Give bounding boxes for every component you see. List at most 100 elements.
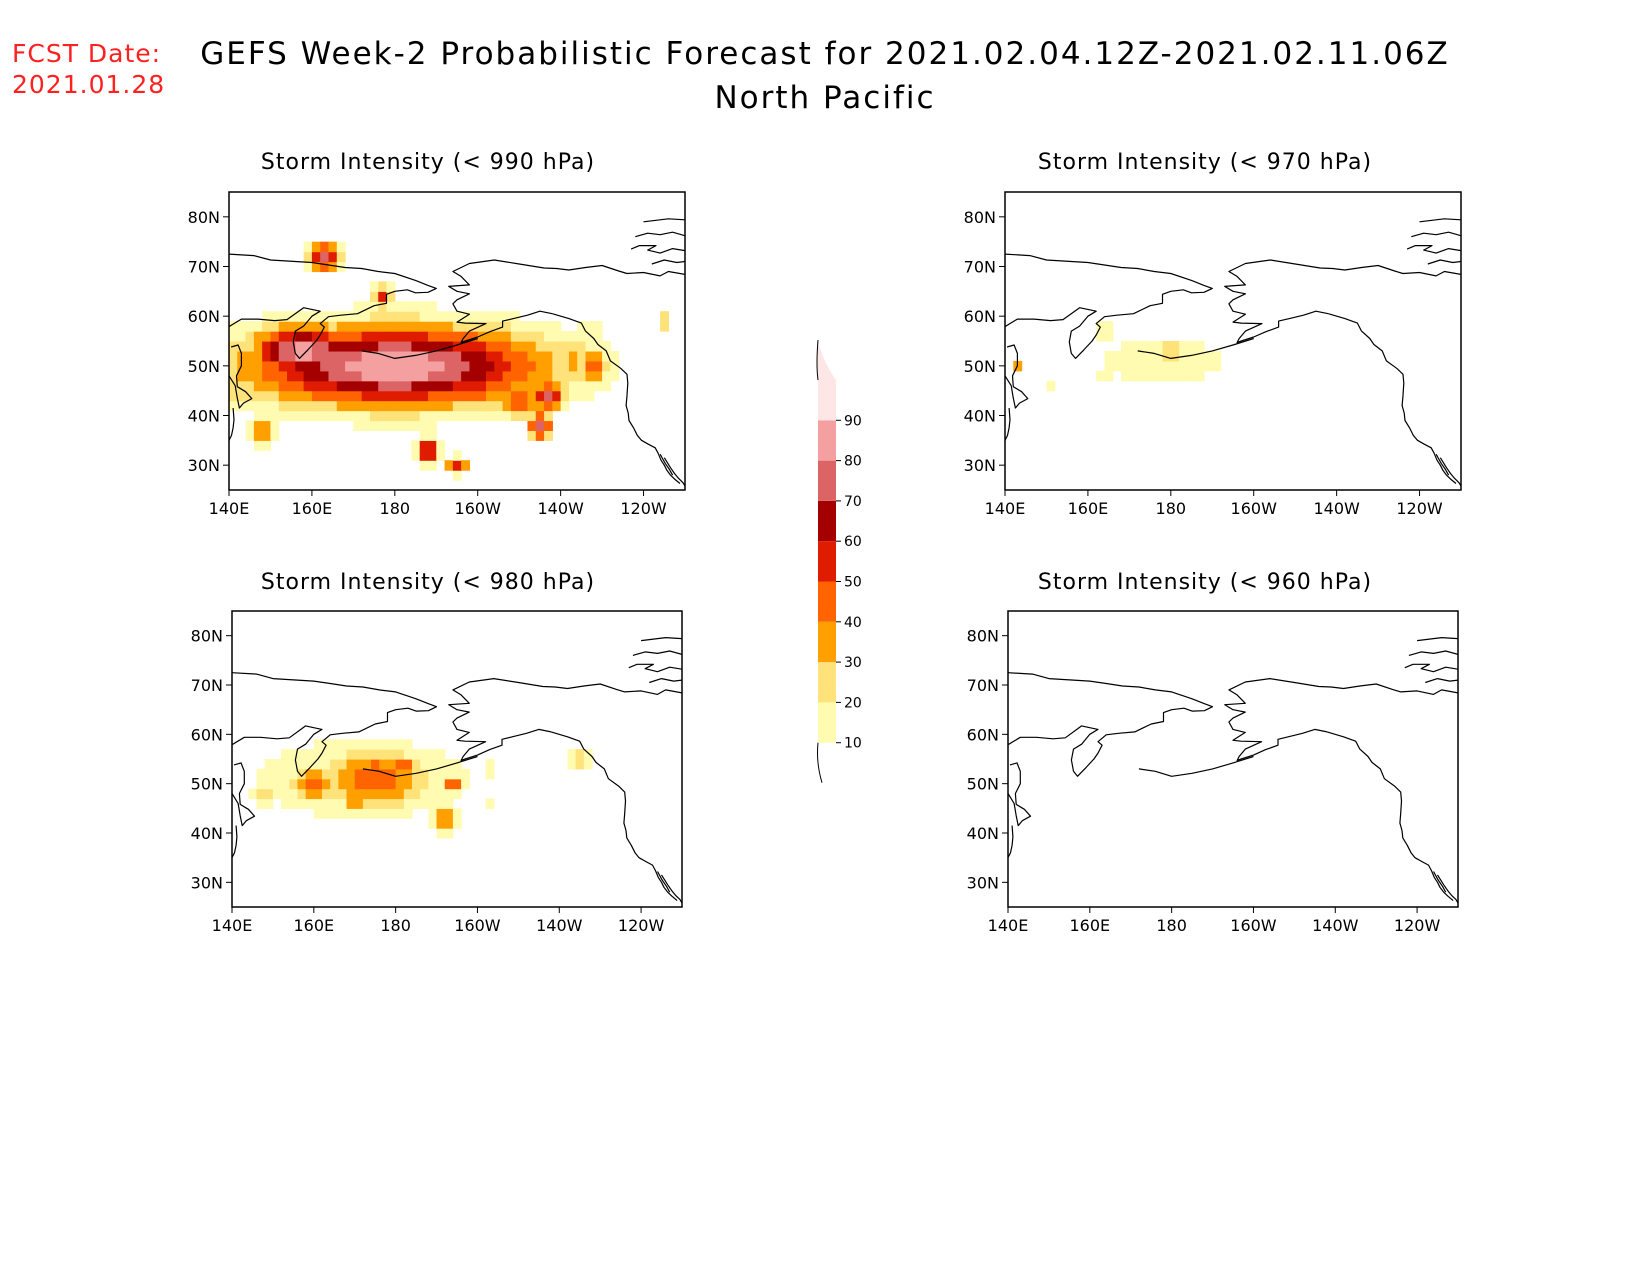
probability-cell xyxy=(303,370,313,382)
probability-cell xyxy=(502,370,512,382)
probability-cell xyxy=(303,241,313,253)
probability-cell xyxy=(345,410,354,422)
probability-cell xyxy=(353,350,363,362)
probability-cell xyxy=(346,739,356,750)
probability-cell xyxy=(452,331,462,342)
probability-cell xyxy=(1137,341,1147,352)
probability-cell xyxy=(436,768,446,780)
probability-cell xyxy=(427,360,437,372)
probability-cell xyxy=(262,370,272,382)
probability-cell xyxy=(544,380,553,392)
coastline xyxy=(361,337,478,359)
probability-cell xyxy=(313,759,323,770)
probability-cell xyxy=(303,321,313,332)
coastline xyxy=(1326,731,1454,902)
probability-cell xyxy=(568,350,578,362)
colorbar-label: 60 xyxy=(844,534,862,550)
map-frame xyxy=(228,191,686,491)
coastline xyxy=(660,874,682,904)
probability-cell xyxy=(320,341,330,352)
probability-cell xyxy=(262,341,272,352)
colorbar-label: 10 xyxy=(844,736,862,752)
coastline xyxy=(1427,259,1461,265)
probability-cell xyxy=(1104,360,1114,372)
probability-cell xyxy=(270,410,280,422)
probability-cell xyxy=(371,778,380,790)
probability-cell xyxy=(278,410,288,422)
probability-cell xyxy=(394,350,404,362)
probability-cell xyxy=(320,360,330,372)
probability-cell xyxy=(1121,350,1130,362)
probability-cell xyxy=(577,390,587,402)
probability-cell xyxy=(427,380,437,392)
probability-cell xyxy=(452,400,462,412)
coastline xyxy=(1328,313,1457,484)
probability-cell xyxy=(1121,370,1130,382)
probability-cell xyxy=(1195,360,1205,372)
probability-cell xyxy=(486,410,495,422)
probability-cell xyxy=(1203,350,1213,362)
probability-cell xyxy=(486,331,495,342)
probability-cell xyxy=(403,321,412,332)
probability-cell xyxy=(278,321,288,332)
probability-cell xyxy=(330,808,339,819)
probability-cell xyxy=(1145,341,1155,352)
probability-cell xyxy=(336,410,346,422)
probability-cell xyxy=(477,380,487,392)
probability-cell xyxy=(411,410,421,422)
probability-cell xyxy=(568,390,578,402)
probability-cell xyxy=(354,808,364,819)
probability-cell xyxy=(345,390,354,402)
probability-cell xyxy=(403,380,412,392)
probability-cell xyxy=(427,400,437,412)
probability-cell xyxy=(354,739,364,750)
probability-cell xyxy=(1187,370,1197,382)
probability-cell xyxy=(535,390,545,402)
colorbar-swatch xyxy=(818,380,836,421)
probability-cell xyxy=(394,410,404,422)
probability-cell xyxy=(1104,370,1114,382)
coastline xyxy=(1137,337,1254,359)
probability-cell xyxy=(237,390,247,402)
probability-cell xyxy=(420,778,429,790)
probability-cell xyxy=(436,350,446,362)
probability-cell xyxy=(552,341,562,352)
probability-cell xyxy=(330,798,339,809)
probability-cell xyxy=(1195,350,1205,362)
probability-cell xyxy=(328,321,338,332)
probability-cell xyxy=(297,778,307,790)
probability-cell xyxy=(452,311,462,322)
probability-cell xyxy=(1170,341,1180,352)
probability-cell xyxy=(444,828,454,839)
probability-cell xyxy=(395,739,405,750)
probability-cell xyxy=(256,768,266,780)
probability-cell xyxy=(469,341,479,352)
probability-cell xyxy=(1203,360,1213,372)
probability-cell xyxy=(379,739,389,750)
lat-tick-label: 40N xyxy=(964,407,996,426)
probability-cell xyxy=(237,370,247,382)
probability-cell xyxy=(395,768,405,780)
probability-cell xyxy=(552,321,562,332)
probability-cell xyxy=(270,311,280,322)
probability-cell xyxy=(387,749,397,760)
probability-cell xyxy=(330,778,339,790)
coastline xyxy=(229,407,235,441)
probability-cell xyxy=(336,331,346,342)
probability-cell xyxy=(567,759,577,770)
probability-cell xyxy=(287,321,296,332)
probability-cell xyxy=(494,321,504,332)
probability-cell xyxy=(303,341,313,352)
probability-cell xyxy=(477,370,487,382)
probability-cell xyxy=(394,400,404,412)
probability-cell xyxy=(419,311,429,322)
probability-cell xyxy=(452,350,462,362)
probability-cell xyxy=(253,331,263,342)
probability-cell xyxy=(245,360,255,372)
probability-cell xyxy=(353,341,363,352)
probability-cell xyxy=(436,331,446,342)
probability-cell xyxy=(262,440,272,451)
probability-cell xyxy=(229,370,238,382)
probability-cell xyxy=(237,380,247,392)
probability-cell xyxy=(420,798,429,809)
